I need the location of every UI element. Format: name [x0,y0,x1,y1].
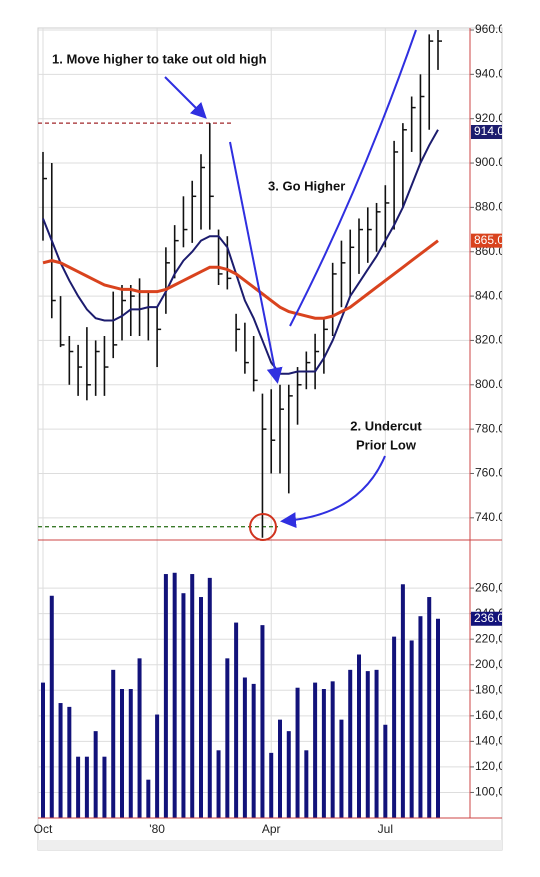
chart-frame [37,27,503,851]
volume-bar [111,669,116,818]
volume-bar [181,593,186,818]
volume-bar [330,681,335,818]
volume-bar [102,756,107,818]
volume-bar [357,654,361,818]
volume-bar [365,671,370,818]
y-tick-label: 840.0 [475,288,505,302]
y-tick-label: 900.0 [475,155,505,169]
y-tick-label: 180,0 [475,682,505,696]
volume-bar [278,719,282,818]
volume-bar [120,689,124,818]
axis: 740.0760.0780.0800.0820.0840.0860.0880.0… [34,22,505,836]
volume-bar [286,731,291,818]
highlight-circle [249,513,277,541]
y-tick-label: 100,0 [475,785,505,799]
volume-bar [190,574,195,818]
y-tick-label: 800.0 [475,377,505,391]
volume-plot [41,572,440,818]
volume-bar [374,669,379,818]
x-tick-label: Jul [378,822,393,836]
arrow [164,76,207,119]
arrow [280,455,386,529]
y-tick-label: 880.0 [475,200,505,214]
x-tick-label: '80 [149,822,165,836]
y-tick-label: 260,0 [475,580,505,594]
last-value-box [471,233,502,248]
last-value-box [471,125,502,139]
y-tick-label: 760.0 [475,466,505,480]
volume-bar [199,597,203,818]
volume-bar [225,658,230,818]
volume-bar [304,750,309,818]
volume-bar [313,682,318,818]
y-tick-label: 740.0 [475,510,505,524]
volume-bar [155,714,160,818]
x-tick-label: Oct [34,822,53,836]
annotation: 2. Undercut [350,418,422,433]
volume-bar [242,677,247,818]
y-tick-label: 920.0 [475,111,505,125]
volume-bar [128,689,133,818]
volume-bar [321,689,326,818]
volume-bar [137,658,142,818]
y-tick-label: 940.0 [475,67,505,81]
volume-bar [427,597,432,818]
volume-bar [383,724,388,818]
volume-bar [58,703,63,818]
y-tick-label: 160,0 [475,708,505,722]
volume-bar [76,756,81,818]
last-value-label: 236.0 [474,611,504,625]
arrow [229,141,283,384]
volume-bar [163,574,168,818]
volume-bar [339,719,344,818]
arrow [289,29,417,327]
volume-bar [216,750,221,818]
moving-average [42,239,439,320]
volume-bar [207,577,212,818]
annotation: 3. Go Higher [268,178,345,193]
last-value-box [471,611,502,626]
volume-bar [436,618,440,818]
volume-bar [234,622,239,818]
volume-bar [392,636,397,818]
y-tick-label: 820.0 [475,333,505,347]
annotation: Prior Low [356,437,417,452]
volume-bar [172,572,177,818]
y-tick-label: 140,0 [475,734,505,748]
scrollbar[interactable] [38,840,502,850]
volume-bar [260,625,265,818]
volume-bar [418,616,423,818]
last-value-label: 914.0 [474,124,504,138]
y-tick-label: 960.0 [475,22,505,36]
volume-bar [146,779,151,818]
y-tick-label: 780.0 [475,421,505,435]
volume-bar [409,640,414,818]
x-tick-label: Apr [262,822,281,836]
volume-bar [93,731,98,818]
volume-bar [84,756,89,818]
volume-bar [67,706,72,818]
volume-bar [295,687,300,818]
volume-bar [400,584,405,818]
volume-bar [49,595,54,818]
volume-bar [41,682,45,818]
volume-bar [348,669,353,818]
last-value-label: 865.0 [474,233,504,247]
annotation: 1. Move higher to take out old high [52,51,267,66]
volume-bar [251,683,256,818]
y-tick-label: 120,0 [475,759,505,773]
y-tick-label: 220,0 [475,631,505,645]
y-tick-label: 200,0 [475,657,505,671]
moving-average [42,129,439,375]
volume-bar [269,752,274,818]
